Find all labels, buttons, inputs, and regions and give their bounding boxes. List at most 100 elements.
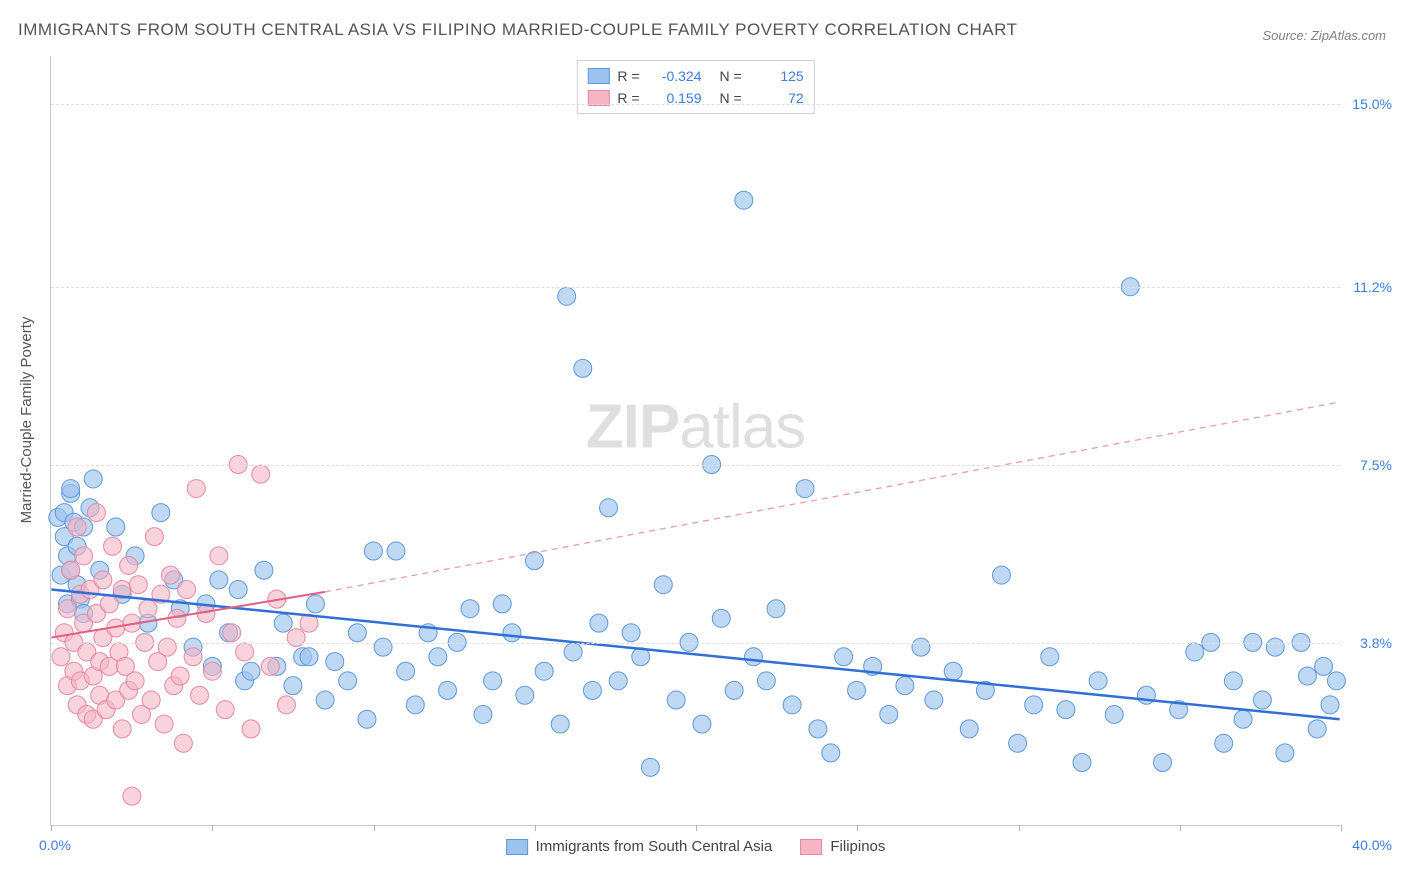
- data-point: [525, 552, 543, 570]
- legend-label: Immigrants from South Central Asia: [536, 838, 773, 855]
- data-point: [1154, 754, 1172, 772]
- data-point: [203, 662, 221, 680]
- data-point: [129, 576, 147, 594]
- data-point: [68, 518, 86, 536]
- data-point: [178, 581, 196, 599]
- gridline: [51, 643, 1340, 644]
- data-point: [152, 504, 170, 522]
- data-point: [429, 648, 447, 666]
- data-point: [551, 715, 569, 733]
- data-point: [84, 470, 102, 488]
- data-point: [374, 638, 392, 656]
- data-point: [100, 595, 118, 613]
- data-point: [94, 571, 112, 589]
- data-point: [992, 566, 1010, 584]
- data-point: [358, 710, 376, 728]
- x-tick: [857, 825, 858, 831]
- data-point: [113, 720, 131, 738]
- x-tick: [1019, 825, 1020, 831]
- data-point: [120, 556, 138, 574]
- data-point: [162, 566, 180, 584]
- chart-title: IMMIGRANTS FROM SOUTH CENTRAL ASIA VS FI…: [18, 20, 1017, 40]
- scatter-svg: [51, 56, 1340, 825]
- gridline: [51, 465, 1340, 466]
- data-point: [944, 662, 962, 680]
- data-point: [757, 672, 775, 690]
- data-point: [583, 681, 601, 699]
- data-point: [744, 648, 762, 666]
- data-point: [300, 648, 318, 666]
- data-point: [574, 359, 592, 377]
- data-point: [145, 528, 163, 546]
- data-point: [1105, 705, 1123, 723]
- series-legend: Immigrants from South Central AsiaFilipi…: [506, 838, 886, 855]
- data-point: [223, 624, 241, 642]
- data-point: [693, 715, 711, 733]
- data-point: [1215, 734, 1233, 752]
- data-point: [912, 638, 930, 656]
- data-point: [925, 691, 943, 709]
- x-tick: [1180, 825, 1181, 831]
- legend-swatch: [800, 839, 822, 855]
- data-point: [75, 547, 93, 565]
- data-point: [1276, 744, 1294, 762]
- legend-n-prefix: N =: [720, 87, 742, 109]
- data-point: [493, 595, 511, 613]
- data-point: [796, 480, 814, 498]
- data-point: [210, 547, 228, 565]
- data-point: [252, 465, 270, 483]
- legend-swatch: [587, 68, 609, 84]
- gridline: [51, 287, 1340, 288]
- legend-n-value: 72: [750, 87, 804, 109]
- data-point: [261, 657, 279, 675]
- x-tick: [212, 825, 213, 831]
- data-point: [1315, 657, 1333, 675]
- data-point: [62, 480, 80, 498]
- data-point: [229, 581, 247, 599]
- data-point: [1321, 696, 1339, 714]
- data-point: [712, 609, 730, 627]
- data-point: [848, 681, 866, 699]
- legend-row: R = 0.159 N = 72: [587, 87, 803, 109]
- data-point: [1224, 672, 1242, 690]
- data-point: [641, 758, 659, 776]
- data-point: [171, 667, 189, 685]
- data-point: [1009, 734, 1027, 752]
- data-point: [503, 624, 521, 642]
- data-point: [123, 787, 141, 805]
- data-point: [191, 686, 209, 704]
- data-point: [767, 600, 785, 618]
- legend-r-value: -0.324: [648, 65, 702, 87]
- legend-r-value: 0.159: [648, 87, 702, 109]
- data-point: [835, 648, 853, 666]
- data-point: [622, 624, 640, 642]
- source-attribution: Source: ZipAtlas.com: [1262, 28, 1386, 43]
- data-point: [1234, 710, 1252, 728]
- data-point: [236, 643, 254, 661]
- legend-r-prefix: R =: [617, 87, 639, 109]
- data-point: [87, 504, 105, 522]
- data-point: [1298, 667, 1316, 685]
- data-point: [274, 614, 292, 632]
- data-point: [406, 696, 424, 714]
- data-point: [184, 648, 202, 666]
- data-point: [1073, 754, 1091, 772]
- legend-row: R = -0.324N = 125: [587, 65, 803, 87]
- y-axis-label: Married-Couple Family Poverty: [18, 317, 35, 524]
- correlation-legend: R = -0.324N = 125R = 0.159N = 72: [576, 60, 814, 114]
- data-point: [142, 691, 160, 709]
- data-point: [364, 542, 382, 560]
- data-point: [58, 600, 76, 618]
- data-point: [174, 734, 192, 752]
- data-point: [255, 561, 273, 579]
- data-point: [609, 672, 627, 690]
- data-point: [306, 595, 324, 613]
- data-point: [1057, 701, 1075, 719]
- data-point: [564, 643, 582, 661]
- y-tick-label: 11.2%: [1353, 279, 1392, 295]
- data-point: [667, 691, 685, 709]
- data-point: [1253, 691, 1271, 709]
- plot-area: ZIPatlas R = -0.324N = 125R = 0.159N = 7…: [50, 56, 1340, 826]
- legend-n-prefix: N =: [720, 65, 742, 87]
- data-point: [600, 499, 618, 517]
